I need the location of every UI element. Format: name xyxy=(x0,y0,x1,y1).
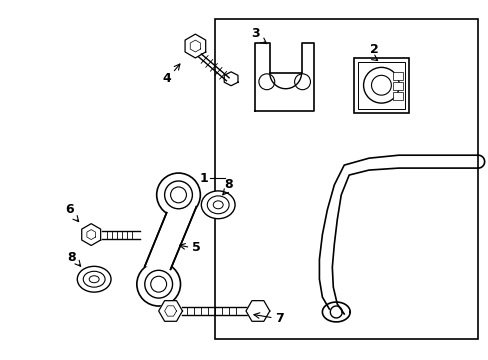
Polygon shape xyxy=(245,301,269,321)
Circle shape xyxy=(137,262,180,306)
Ellipse shape xyxy=(213,201,223,209)
Text: 3: 3 xyxy=(251,27,260,40)
Text: 1: 1 xyxy=(199,171,208,185)
Bar xyxy=(357,62,404,109)
Ellipse shape xyxy=(77,266,111,292)
Ellipse shape xyxy=(201,191,235,219)
Bar xyxy=(392,92,402,100)
Bar xyxy=(392,82,402,90)
Ellipse shape xyxy=(83,271,105,287)
Circle shape xyxy=(156,173,200,217)
Text: 4: 4 xyxy=(162,72,171,85)
Bar xyxy=(215,19,477,339)
Circle shape xyxy=(170,187,186,203)
Text: 8: 8 xyxy=(224,179,232,192)
Text: 2: 2 xyxy=(369,42,378,55)
Circle shape xyxy=(371,75,390,95)
Polygon shape xyxy=(144,207,196,269)
Ellipse shape xyxy=(89,276,99,283)
Polygon shape xyxy=(184,34,205,58)
Circle shape xyxy=(164,181,192,209)
Ellipse shape xyxy=(207,196,229,214)
Text: 5: 5 xyxy=(192,241,201,254)
Text: 7: 7 xyxy=(275,312,284,325)
Circle shape xyxy=(258,74,274,90)
Polygon shape xyxy=(158,301,182,321)
Bar xyxy=(392,72,402,80)
Text: 8: 8 xyxy=(67,251,76,264)
Circle shape xyxy=(144,270,172,298)
Polygon shape xyxy=(81,224,101,246)
Circle shape xyxy=(294,74,310,90)
Text: 6: 6 xyxy=(65,203,74,216)
Bar xyxy=(353,58,408,113)
Circle shape xyxy=(363,67,399,103)
Circle shape xyxy=(150,276,166,292)
